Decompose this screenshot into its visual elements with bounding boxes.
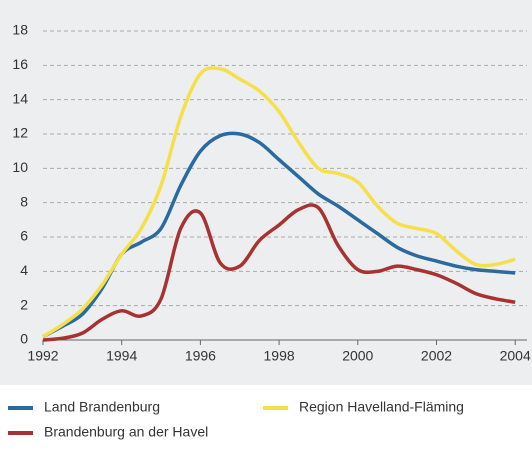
- x-tick-label: 1996: [185, 348, 216, 364]
- x-tick-label: 1998: [264, 348, 295, 364]
- y-tick-label: 8: [20, 193, 28, 209]
- y-tick-label: 14: [12, 90, 28, 106]
- line-series: [42, 66, 516, 339]
- legend-label: Region Havelland-Fläming: [299, 399, 464, 415]
- plot-background: [0, 0, 532, 385]
- x-tick-label: 2002: [421, 348, 452, 364]
- y-tick-label: 6: [20, 228, 28, 244]
- y-tick-label: 0: [20, 331, 28, 347]
- y-tick-label: 16: [12, 56, 28, 72]
- legend-label: Land Brandenburg: [44, 399, 160, 415]
- x-tick-label: 1992: [27, 348, 58, 364]
- y-tick-label: 18: [12, 22, 28, 38]
- line-series: [42, 203, 516, 342]
- x-tick-label: 2004: [500, 348, 531, 364]
- legend-label: Brandenburg an der Havel: [44, 424, 208, 440]
- y-tick-label: 4: [20, 262, 28, 278]
- y-tick-label: 2: [20, 296, 28, 312]
- x-tick-label: 1994: [106, 348, 137, 364]
- x-tick-label: 2000: [342, 348, 373, 364]
- y-tick-label: 10: [12, 159, 28, 175]
- y-tick-label: 12: [12, 125, 28, 141]
